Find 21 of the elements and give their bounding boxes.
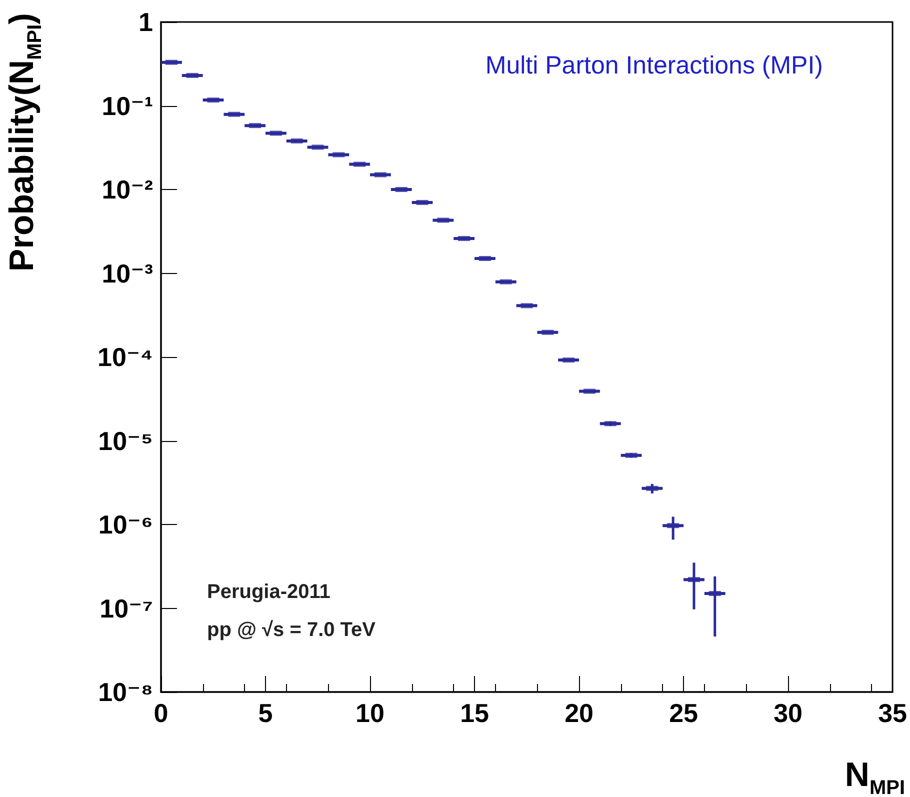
y-tick-label: 10⁻² [102,174,154,204]
x-tick-label: 5 [258,698,273,728]
y-tick-label: 10⁻⁵ [98,426,153,456]
y-tick-label: 10⁻⁸ [98,677,153,707]
x-tick-label: 30 [774,698,802,728]
x-tick-label: 15 [460,698,489,728]
y-tick-label: 10⁻⁷ [100,593,153,624]
y-tick-label: 10⁻⁴ [97,342,153,372]
y-tick-label: 10⁻⁶ [98,510,153,540]
annotation: Perugia-2011 [207,581,330,603]
x-tick-label: 35 [878,698,907,728]
x-axis-title: N$_{MPI}$ [844,756,905,797]
x-tick-label: 25 [669,698,698,728]
text: Multi Parton Interactions (MPI) [485,52,824,80]
y-tick-label: 10⁻³ [102,258,154,288]
x-tick-label: 0 [154,698,168,728]
annotation: pp @ √s = 7.0 TeV [207,619,376,641]
y-tick-label: 10⁻¹ [102,90,153,121]
x-tick-label: 10 [356,698,384,728]
x-tick-label: 20 [564,698,594,728]
y-tick-label: 1 [138,7,153,37]
